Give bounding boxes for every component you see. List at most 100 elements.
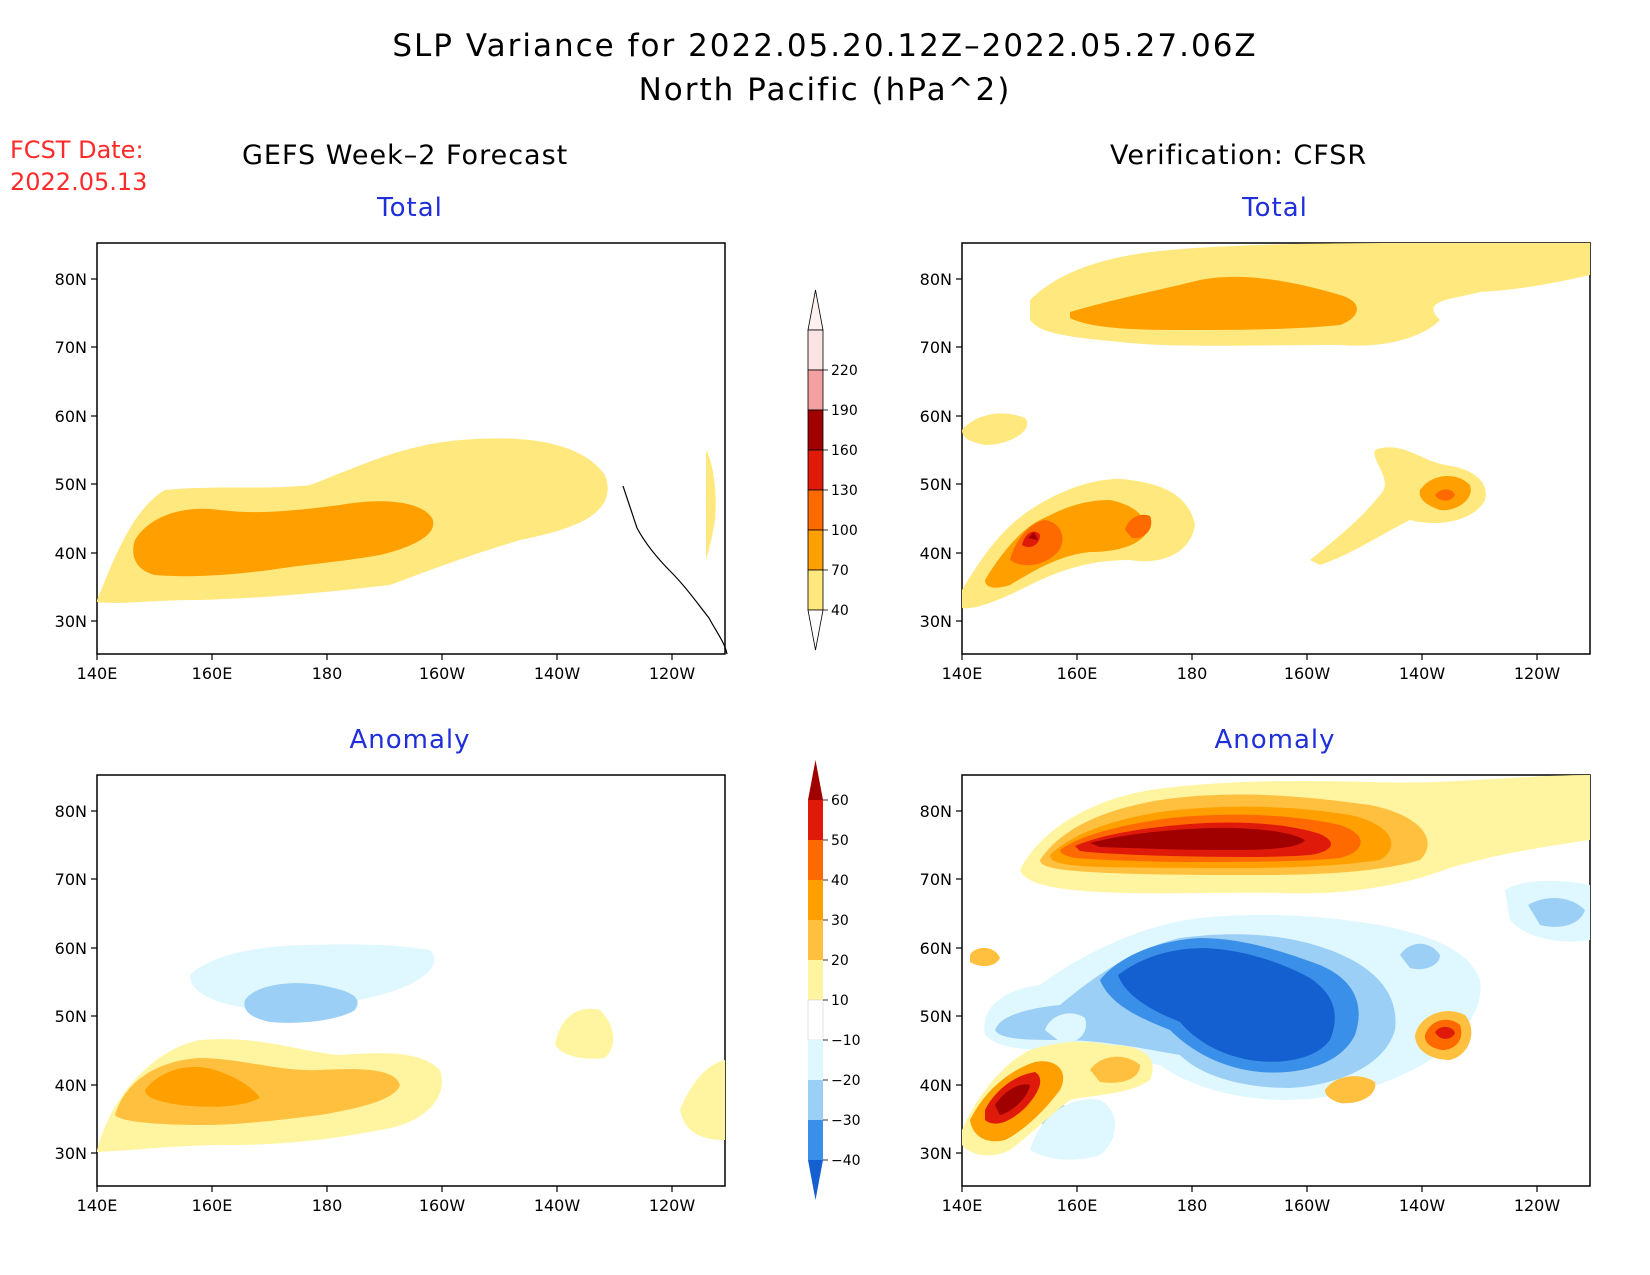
colorbar-anomaly-swatch	[808, 800, 823, 840]
colorbar-anomaly-label: 30	[831, 913, 849, 929]
main-title: SLP Variance for 2022.05.20.12Z–2022.05.…	[392, 28, 1258, 64]
lon-tick-label: 180	[312, 664, 343, 683]
colorbar-anomaly-top-arrow	[808, 760, 823, 800]
colorbar-anomaly: 60 50 40 30 20 10 −10 −20 −30 −40	[807, 760, 861, 1200]
colorbar-anomaly-swatch	[808, 1120, 823, 1160]
colorbar-total-label: 190	[831, 403, 858, 419]
colorbar-total-label: 160	[831, 443, 858, 459]
colorbar-anomaly-label: −10	[831, 1033, 861, 1049]
panel-forecast-total-contours	[97, 438, 716, 603]
lon-tick-label: 160W	[419, 664, 466, 683]
forecast-header: GEFS Week–2 Forecast	[242, 140, 569, 171]
lat-tick-label: 60N	[920, 939, 952, 958]
lat-tick-label: 70N	[920, 870, 952, 889]
lon-tick-label: 120W	[649, 1196, 696, 1215]
colorbar-total-swatch	[807, 489, 824, 531]
lat-tick-label: 50N	[55, 1007, 87, 1026]
lon-tick-label: 180	[312, 1196, 343, 1215]
lon-tick-label: 140E	[77, 1196, 118, 1215]
lon-tick-label: 180	[1177, 1196, 1208, 1215]
lat-tick-label: 80N	[920, 802, 952, 821]
colorbar-anomaly-label: 40	[831, 873, 849, 889]
lon-tick-label: 140W	[534, 1196, 581, 1215]
lon-tick-label: 120W	[1514, 664, 1561, 683]
colorbar-anomaly-label: 60	[831, 793, 849, 809]
lon-tick-label: 140E	[942, 1196, 983, 1215]
colorbar-anomaly-label: −30	[831, 1113, 861, 1129]
lon-tick-label: 160E	[192, 1196, 233, 1215]
lat-tick-label: 40N	[920, 1076, 952, 1095]
panel-label-verification-total: Total	[1242, 193, 1308, 223]
lat-tick-label: 50N	[920, 475, 952, 494]
panel-label-forecast-anomaly: Anomaly	[349, 725, 471, 755]
lat-tick-label: 80N	[55, 802, 87, 821]
lat-tick-label: 40N	[55, 1076, 87, 1095]
lat-tick-label: 40N	[920, 544, 952, 563]
colorbar-anomaly-label: 10	[831, 993, 849, 1009]
main-subtitle: North Pacific (hPa^2)	[638, 72, 1012, 108]
colorbar-anomaly-label: 20	[831, 953, 849, 969]
lon-tick-label: 180	[1177, 664, 1208, 683]
colorbar-total-swatch	[807, 529, 824, 571]
lat-tick-label: 80N	[920, 270, 952, 289]
lat-tick-label: 80N	[55, 270, 87, 289]
lat-tick-label: 50N	[55, 475, 87, 494]
lat-tick-label: 70N	[55, 338, 87, 357]
map-axes: 80N 70N 60N 50N 40N 30N 140E 160E 180 160W 140W 120…	[55, 270, 1561, 1215]
lat-tick-label: 50N	[920, 1007, 952, 1026]
colorbar-total-top-arrow	[807, 289, 824, 331]
colorbar-anomaly-swatch	[808, 1080, 823, 1120]
colorbar-anomaly-bottom-arrow	[808, 1160, 823, 1200]
lon-tick-label: 160W	[419, 1196, 466, 1215]
lon-tick-label: 160E	[1057, 664, 1098, 683]
lon-tick-label: 140E	[77, 664, 118, 683]
colorbar-anomaly-label: −40	[831, 1153, 861, 1169]
fcst-date-label: FCST Date:	[10, 136, 144, 164]
colorbar-total-bottom-arrow	[807, 609, 824, 651]
lon-tick-label: 140W	[534, 664, 581, 683]
colorbar-anomaly-swatch	[808, 960, 823, 1000]
colorbar-total-swatch	[807, 369, 824, 411]
lat-tick-label: 30N	[920, 1144, 952, 1163]
colorbar-total-swatch	[807, 329, 824, 371]
lon-tick-label: 160W	[1284, 1196, 1331, 1215]
colorbar-anomaly-swatch	[807, 999, 824, 1041]
lat-tick-label: 60N	[55, 407, 87, 426]
panel-verification-anomaly-contours	[962, 775, 1590, 1160]
lat-tick-label: 30N	[55, 1144, 87, 1163]
lon-tick-label: 160W	[1284, 664, 1331, 683]
colorbar-anomaly-label: −20	[831, 1073, 861, 1089]
colorbar-total-label: 40	[831, 603, 849, 619]
lon-tick-label: 140W	[1399, 664, 1446, 683]
panel-label-forecast-total: Total	[377, 193, 443, 223]
colorbar-total: 220 190 160 130 100 70 40	[807, 289, 858, 651]
lat-tick-label: 30N	[920, 612, 952, 631]
colorbar-anomaly-swatch	[808, 880, 823, 920]
panel-label-verification-anomaly: Anomaly	[1214, 725, 1336, 755]
colorbar-anomaly-swatch	[808, 840, 823, 880]
colorbar-anomaly-swatch	[808, 1040, 823, 1080]
lon-tick-label: 160E	[192, 664, 233, 683]
lon-tick-label: 140E	[942, 664, 983, 683]
panel-forecast-anomaly-contours	[97, 944, 725, 1152]
lon-tick-label: 120W	[649, 664, 696, 683]
lat-tick-label: 30N	[55, 612, 87, 631]
fcst-date-value: 2022.05.13	[10, 168, 148, 196]
lat-tick-label: 70N	[920, 338, 952, 357]
colorbar-total-label: 220	[831, 363, 858, 379]
colorbar-total-swatch	[807, 409, 824, 451]
colorbar-total-label: 100	[831, 523, 858, 539]
colorbar-anomaly-label: 50	[831, 833, 849, 849]
lat-tick-label: 60N	[55, 939, 87, 958]
lat-tick-label: 60N	[920, 407, 952, 426]
colorbar-total-label: 130	[831, 483, 858, 499]
colorbar-anomaly-swatch	[808, 920, 823, 960]
colorbar-total-label: 70	[831, 563, 849, 579]
lon-tick-label: 160E	[1057, 1196, 1098, 1215]
lat-tick-label: 70N	[55, 870, 87, 889]
colorbar-total-swatch	[807, 449, 824, 491]
lon-tick-label: 140W	[1399, 1196, 1446, 1215]
lat-tick-label: 40N	[55, 544, 87, 563]
colorbar-total-swatch	[807, 569, 824, 611]
